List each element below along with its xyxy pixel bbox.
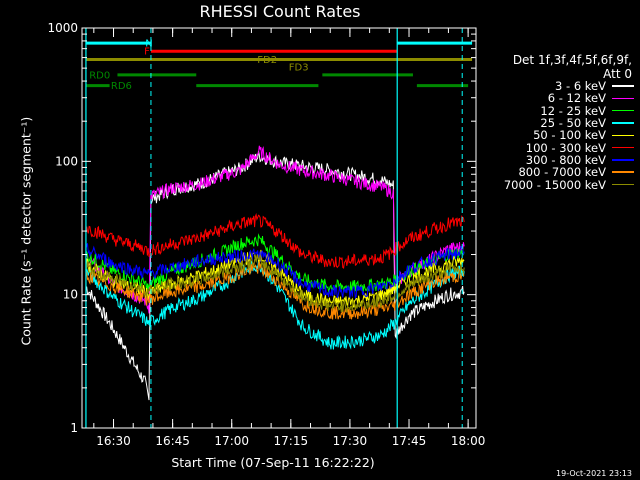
series-line-8	[85, 254, 465, 313]
legend-item-5: 100 - 300 keV	[482, 140, 634, 155]
legend-label-0: 3 - 6 keV	[555, 79, 606, 94]
y-tick-label-2: 100	[55, 154, 78, 168]
legend-label-3: 25 - 50 keV	[540, 116, 606, 131]
x-tick-label-0: 16:30	[96, 434, 131, 448]
y-tick-label-0: 1	[70, 421, 78, 435]
legend-label-2: 12 - 25 keV	[540, 103, 606, 118]
x-tick-label-3: 17:15	[274, 434, 309, 448]
x-tick-label-6: 18:00	[451, 434, 486, 448]
series-line-0	[85, 150, 465, 401]
plot-frame	[81, 27, 477, 429]
series-line-1	[85, 145, 465, 314]
vertical-lines	[85, 28, 463, 428]
x-tick-label-1: 16:45	[155, 434, 190, 448]
legend-item-7: 800 - 7000 keV	[482, 165, 634, 180]
series-line-7	[85, 261, 465, 320]
legend-label-4: 50 - 100 keV	[533, 128, 606, 143]
state-label-fd3: FD3	[289, 62, 309, 73]
series-line-6	[85, 242, 465, 300]
detector-label: Det 1f,3f,4f,5f,6f,9f, Att 0	[490, 53, 632, 81]
x-axis-title: Start Time (07-Sep-11 16:22:22)	[171, 455, 375, 470]
legend-item-6: 300 - 800 keV	[482, 152, 634, 167]
detector-label-line2: Att 0	[603, 67, 632, 81]
x-tick-label-5: 17:45	[392, 434, 427, 448]
legend-swatch-4	[612, 134, 634, 137]
page-title: RHESSI Count Rates	[199, 2, 361, 21]
legend-swatch-3	[612, 122, 634, 124]
state-label-n: N	[145, 39, 152, 50]
series-group	[85, 145, 465, 401]
legend-swatch-0	[612, 85, 634, 87]
legend-swatch-8	[612, 183, 634, 186]
state-label-f: F	[144, 47, 150, 58]
state-label-fd2: FD2	[257, 55, 277, 66]
state-label-rd6: RD6	[111, 81, 132, 92]
legend-item-8: 7000 - 15000 keV	[482, 177, 634, 192]
series-line-5	[85, 212, 465, 269]
legend-label-7: 800 - 7000 keV	[518, 165, 606, 180]
legend-label-1: 6 - 12 keV	[547, 91, 606, 106]
detector-label-line1: Det 1f,3f,4f,5f,6f,9f,	[512, 53, 632, 67]
y-axis-title: Count Rate (s⁻¹ detector segment⁻¹)	[18, 116, 34, 346]
ticks: 1 10 100 1000 16:30 16:45 17:00 17:15 17:30 17:45…	[47, 21, 485, 448]
y-tick-label-1: 10	[63, 288, 78, 302]
legend-swatch-5	[612, 146, 634, 149]
legend-swatch-2	[612, 109, 634, 112]
legend-swatch-7	[612, 171, 634, 173]
footer-date: 19-Oct-2021 23:13	[556, 469, 632, 478]
legend: 3 - 6 keV 6 - 12 keV 12 - 25 keV 25 - 50 ke…	[482, 79, 634, 192]
legend-item-1: 6 - 12 keV	[482, 91, 634, 106]
legend-item-0: 3 - 6 keV	[482, 79, 634, 94]
legend-label-8: 7000 - 15000 keV	[503, 177, 606, 192]
legend-item-3: 25 - 50 keV	[482, 116, 634, 131]
legend-swatch-6	[612, 159, 634, 161]
y-tick-label-3: 1000	[47, 21, 78, 35]
state-label-rd0: RD0	[89, 70, 110, 81]
x-tick-label-4: 17:30	[333, 434, 368, 448]
x-tick-label-2: 17:00	[214, 434, 249, 448]
legend-label-6: 300 - 800 keV	[525, 152, 606, 167]
legend-swatch-1	[612, 97, 634, 100]
legend-item-2: 12 - 25 keV	[482, 103, 634, 118]
legend-item-4: 50 - 100 keV	[482, 128, 634, 143]
legend-label-5: 100 - 300 keV	[525, 140, 606, 155]
axes	[81, 27, 477, 429]
